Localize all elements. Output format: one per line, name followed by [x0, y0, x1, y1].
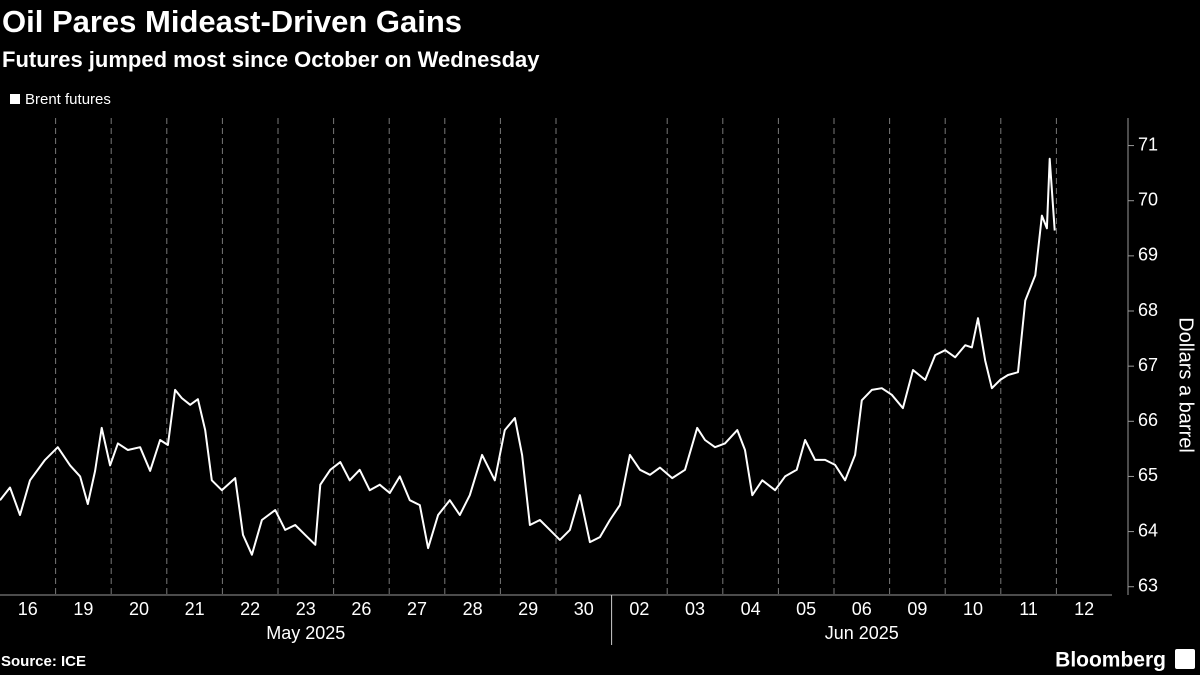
y-axis-label: Dollars a barrel — [1175, 317, 1197, 453]
y-tick-label: 67 — [1138, 355, 1158, 375]
x-tick-label: 09 — [907, 599, 927, 619]
x-tick-label: 10 — [963, 599, 983, 619]
x-tick-label: 03 — [685, 599, 705, 619]
chart-subtitle: Futures jumped most since October on Wed… — [2, 47, 540, 72]
legend-swatch — [10, 94, 20, 104]
x-tick-label: 16 — [18, 599, 38, 619]
y-tick-label: 66 — [1138, 410, 1158, 430]
y-tick-label: 68 — [1138, 300, 1158, 320]
brand: Bloomberg — [1055, 649, 1166, 672]
x-tick-label: 06 — [852, 599, 872, 619]
x-tick-label: 11 — [1019, 599, 1038, 619]
x-tick-label: 29 — [518, 599, 538, 619]
y-tick-label: 70 — [1138, 189, 1158, 209]
brand-icon — [1175, 649, 1195, 669]
data-line — [0, 157, 1056, 556]
y-tick-label: 63 — [1138, 575, 1158, 595]
y-tick-label: 64 — [1138, 520, 1158, 540]
x-tick-label: 28 — [463, 599, 483, 619]
x-tick-label: 23 — [296, 599, 316, 619]
x-tick-label: 04 — [741, 599, 761, 619]
source: Source: ICE — [1, 653, 86, 670]
x-tick-label: 27 — [407, 599, 427, 619]
x-tick-label: 05 — [796, 599, 816, 619]
month-label: May 2025 — [266, 623, 345, 643]
y-tick-label: 71 — [1138, 134, 1158, 154]
x-tick-label: 20 — [129, 599, 149, 619]
legend-label: Brent futures — [25, 91, 111, 108]
x-tick-label: 30 — [574, 599, 594, 619]
x-tick-label: 22 — [240, 599, 260, 619]
month-label: Jun 2025 — [825, 623, 899, 643]
chart-title: Oil Pares Mideast-Driven Gains — [2, 4, 462, 39]
x-tick-label: 02 — [629, 599, 649, 619]
x-tick-label: 26 — [351, 599, 371, 619]
x-tick-label: 21 — [185, 599, 205, 619]
y-tick-label: 65 — [1138, 465, 1158, 485]
x-tick-label: 12 — [1074, 599, 1094, 619]
x-tick-label: 19 — [73, 599, 93, 619]
y-tick-label: 69 — [1138, 245, 1158, 265]
